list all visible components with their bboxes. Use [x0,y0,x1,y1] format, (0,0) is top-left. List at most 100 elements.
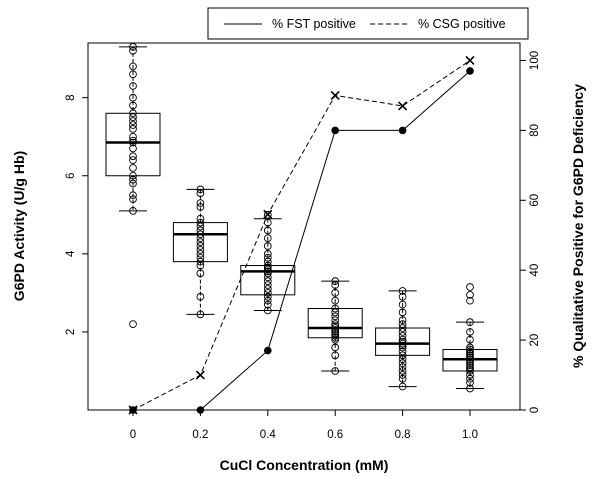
data-point [331,330,340,338]
data-point [466,349,474,358]
x-tick-label: 1.0 [462,429,478,441]
data-point [196,189,205,198]
data-point [129,117,137,125]
data-point [129,46,137,55]
data-point [263,210,272,219]
data-point [331,308,340,317]
data-point [196,292,205,301]
data-point [398,374,407,383]
data-point [398,331,407,340]
data-point [196,199,205,207]
data-point [196,226,205,235]
data-point [129,144,137,153]
data-point [196,230,205,239]
y-right-tick-label: 60 [529,194,541,207]
data-point [129,207,137,215]
data-point [129,195,137,204]
box-group-5 [442,283,498,393]
data-point [129,62,137,71]
data-point [196,310,205,319]
data-point [263,267,272,276]
data-point [129,113,137,122]
data-point [466,290,474,299]
box-group-4 [375,287,431,391]
data-point [398,341,407,350]
y-right-tick-label: 40 [529,264,541,277]
box-group-2 [240,210,296,315]
y-axis-left-title: G6PD Activity (U/g Hb) [11,151,27,301]
y-left-tick-label: 8 [65,94,77,100]
y-right-tick-label: 80 [529,124,541,137]
data-point [331,367,340,375]
data-point [466,374,474,383]
data-point [466,335,474,344]
series-marker-fst [466,67,474,75]
box-iqr [105,112,161,177]
y-left-tick-label: 4 [65,250,77,257]
data-point [263,306,272,315]
series-marker-csg [330,90,340,100]
data-point [331,322,340,330]
data-point [196,238,205,246]
data-point [398,371,407,379]
x-axis-title: CuCl Concentration (mM) [220,457,389,473]
data-point [129,179,137,188]
data-point [263,263,272,272]
data-point [398,382,407,391]
data-point [466,378,474,387]
series-marker-csg [465,55,475,66]
series-marker-csg [263,209,273,219]
series-line-0 [133,70,471,411]
line-series [128,55,475,415]
data-point [263,257,272,266]
data-point [398,339,407,348]
data-point [129,164,137,172]
data-point [466,365,474,373]
data-point [466,318,474,327]
data-point [331,333,340,342]
data-point [398,367,407,375]
data-point [466,345,474,354]
data-point [331,331,340,340]
box-group-0 [105,43,161,328]
y-left-tick-label: 6 [65,173,77,179]
data-point [129,320,137,328]
data-point [129,101,137,110]
data-point [398,363,407,371]
data-point [331,312,340,321]
data-point [263,226,272,235]
data-point [196,203,205,211]
series-marker-fst [331,126,340,135]
data-point [196,246,205,254]
data-point [466,353,474,362]
data-point [398,337,407,346]
data-point [129,175,137,184]
data-point [331,289,340,297]
data-point [331,320,340,328]
data-point [331,326,340,334]
data-point [263,277,272,286]
data-point [129,171,137,180]
data-point [263,285,272,293]
data-point [263,289,272,297]
data-point [263,269,272,278]
data-point [196,242,205,250]
data-point [196,222,205,231]
data-point [398,355,407,364]
data-point [129,93,137,102]
data-point [263,281,272,289]
series-marker-fst [398,126,407,135]
data-point [263,242,272,250]
data-point [398,351,407,360]
data-point [331,335,340,344]
data-point [129,136,137,145]
data-point [331,316,340,325]
data-point [331,281,340,289]
data-point [398,287,407,295]
data-point [129,125,137,133]
data-point [466,355,474,364]
data-point [263,273,272,282]
data-point [466,357,474,366]
data-point [196,257,205,266]
